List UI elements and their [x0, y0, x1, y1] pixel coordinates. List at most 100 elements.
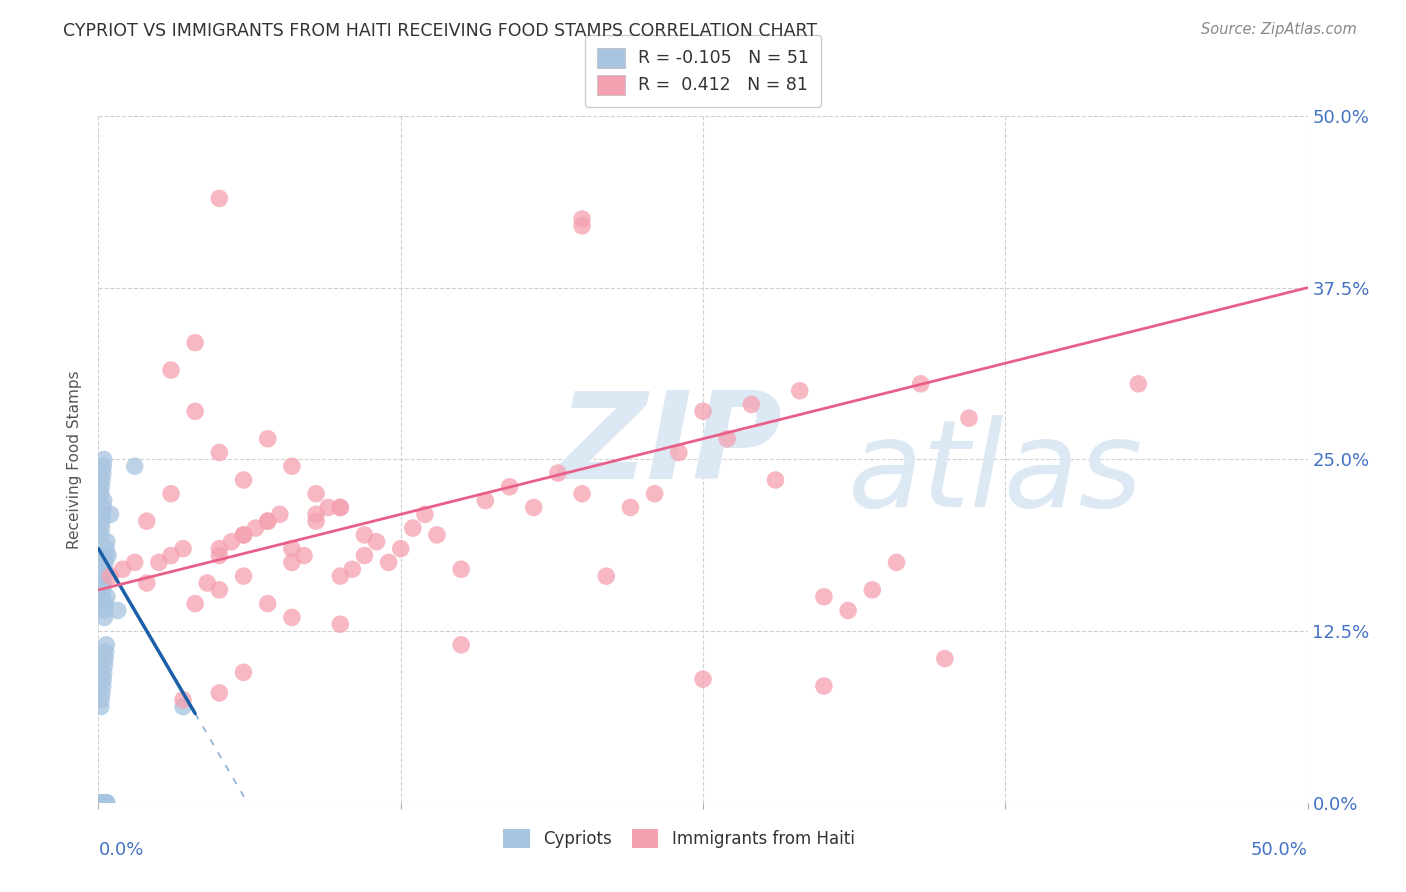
- Point: [91, 796, 114, 810]
- Point: [692, 672, 714, 686]
- Point: [208, 686, 231, 700]
- Point: [96, 534, 118, 549]
- Point: [93, 796, 115, 810]
- Point: [256, 514, 278, 528]
- Point: [91, 514, 114, 528]
- Point: [91, 508, 114, 522]
- Point: [957, 411, 980, 425]
- Point: [450, 638, 472, 652]
- Point: [135, 514, 157, 528]
- Point: [281, 555, 304, 570]
- Point: [100, 569, 122, 583]
- Point: [366, 534, 388, 549]
- Point: [96, 796, 118, 810]
- Point: [329, 569, 352, 583]
- Point: [910, 376, 932, 391]
- Point: [232, 528, 254, 542]
- Point: [91, 590, 114, 604]
- Point: [450, 562, 472, 576]
- Point: [353, 528, 375, 542]
- Point: [124, 555, 146, 570]
- Text: Source: ZipAtlas.com: Source: ZipAtlas.com: [1201, 22, 1357, 37]
- Point: [813, 590, 835, 604]
- Point: [160, 549, 183, 563]
- Point: [93, 610, 115, 624]
- Point: [269, 508, 291, 522]
- Point: [93, 658, 115, 673]
- Point: [232, 473, 254, 487]
- Text: CYPRIOT VS IMMIGRANTS FROM HAITI RECEIVING FOOD STAMPS CORRELATION CHART: CYPRIOT VS IMMIGRANTS FROM HAITI RECEIVI…: [63, 22, 817, 40]
- Text: 50.0%: 50.0%: [1251, 840, 1308, 859]
- Point: [93, 452, 115, 467]
- Point: [281, 459, 304, 474]
- Point: [90, 487, 112, 501]
- Legend: Cypriots, Immigrants from Haiti: Cypriots, Immigrants from Haiti: [495, 821, 863, 856]
- Point: [94, 796, 117, 810]
- Point: [245, 521, 267, 535]
- Point: [813, 679, 835, 693]
- Point: [619, 500, 641, 515]
- Point: [281, 610, 304, 624]
- Point: [100, 508, 122, 522]
- Point: [860, 582, 883, 597]
- Point: [94, 555, 117, 570]
- Point: [281, 541, 304, 556]
- Point: [91, 500, 114, 515]
- Point: [93, 562, 115, 576]
- Point: [90, 796, 112, 810]
- Point: [97, 549, 120, 563]
- Point: [329, 500, 352, 515]
- Point: [765, 473, 787, 487]
- Point: [91, 582, 114, 597]
- Point: [172, 541, 194, 556]
- Point: [93, 493, 115, 508]
- Point: [413, 508, 436, 522]
- Point: [93, 569, 115, 583]
- Point: [96, 590, 118, 604]
- Point: [90, 480, 112, 494]
- Point: [740, 397, 762, 411]
- Point: [96, 541, 118, 556]
- Text: 0.0%: 0.0%: [98, 840, 143, 859]
- Point: [644, 487, 666, 501]
- Point: [498, 480, 520, 494]
- Y-axis label: Receiving Food Stamps: Receiving Food Stamps: [67, 370, 83, 549]
- Point: [426, 528, 449, 542]
- Point: [208, 191, 231, 205]
- Point: [148, 555, 170, 570]
- Point: [342, 562, 364, 576]
- Point: [90, 528, 112, 542]
- Point: [377, 555, 399, 570]
- Point: [94, 549, 117, 563]
- Point: [93, 665, 115, 680]
- Point: [256, 514, 278, 528]
- Text: atlas: atlas: [848, 415, 1143, 532]
- Point: [571, 212, 593, 227]
- Point: [111, 562, 134, 576]
- Point: [402, 521, 425, 535]
- Point: [160, 363, 183, 377]
- Point: [523, 500, 546, 515]
- Point: [160, 487, 183, 501]
- Point: [208, 541, 231, 556]
- Point: [305, 487, 328, 501]
- Point: [184, 404, 207, 418]
- Point: [93, 796, 115, 810]
- Point: [232, 665, 254, 680]
- Point: [94, 796, 117, 810]
- Point: [96, 796, 118, 810]
- Point: [135, 576, 157, 591]
- Point: [1128, 376, 1150, 391]
- Point: [91, 796, 114, 810]
- Point: [716, 432, 738, 446]
- Point: [316, 500, 339, 515]
- Point: [305, 514, 328, 528]
- Point: [668, 445, 690, 459]
- Point: [184, 597, 207, 611]
- Point: [91, 679, 114, 693]
- Point: [547, 466, 569, 480]
- Point: [329, 617, 352, 632]
- Point: [329, 500, 352, 515]
- Point: [886, 555, 908, 570]
- Point: [595, 569, 617, 583]
